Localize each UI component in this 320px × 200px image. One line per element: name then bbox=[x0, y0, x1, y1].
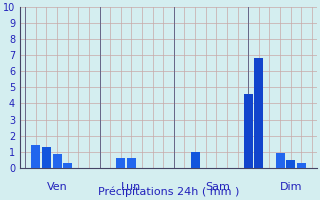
Bar bbox=[286, 160, 295, 168]
Text: Dim: Dim bbox=[280, 182, 302, 192]
Bar bbox=[254, 58, 263, 168]
Text: Sam: Sam bbox=[206, 182, 231, 192]
Bar bbox=[31, 145, 40, 168]
X-axis label: Précipitations 24h ( mm ): Précipitations 24h ( mm ) bbox=[98, 187, 239, 197]
Bar bbox=[52, 154, 61, 168]
Bar bbox=[244, 94, 253, 168]
Bar bbox=[42, 147, 51, 168]
Bar bbox=[297, 163, 306, 168]
Bar bbox=[191, 152, 200, 168]
Bar bbox=[63, 163, 72, 168]
Text: Ven: Ven bbox=[46, 182, 67, 192]
Bar bbox=[276, 153, 284, 168]
Bar bbox=[127, 158, 136, 168]
Bar bbox=[116, 158, 125, 168]
Text: Lun: Lun bbox=[121, 182, 141, 192]
